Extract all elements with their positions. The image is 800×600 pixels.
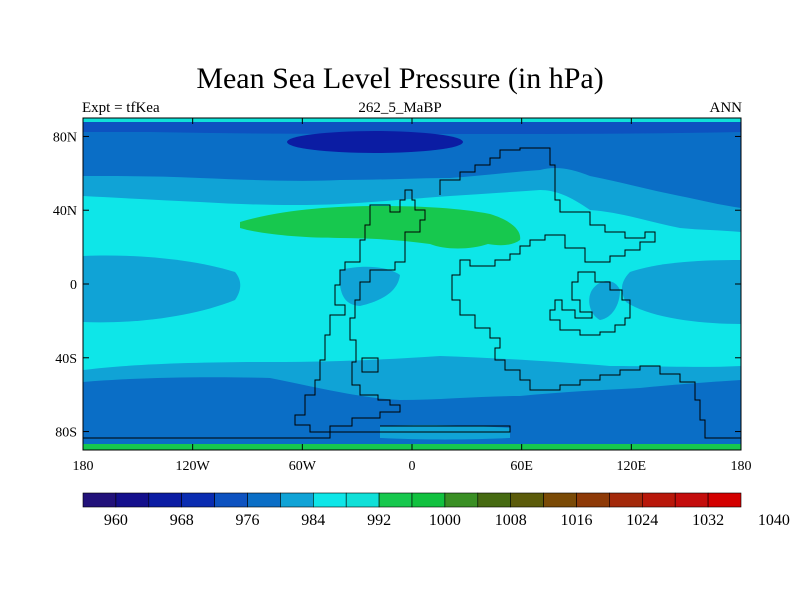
colorbar-swatch xyxy=(477,492,511,508)
colorbar-swatch xyxy=(148,492,183,508)
coastline-outline xyxy=(83,147,741,439)
y-tick-label: 80N xyxy=(53,130,77,145)
colorbar-swatch xyxy=(345,492,380,508)
colorbar-swatch xyxy=(543,492,577,508)
y-tick-label: 80S xyxy=(55,426,77,441)
colorbar-swatch xyxy=(214,492,248,508)
colorbar-swatch xyxy=(378,492,413,508)
colorbar-label: 1016 xyxy=(561,512,593,529)
colorbar-swatch xyxy=(411,492,446,508)
map-axes: 180 120W 60W 0 60E 120E 180 80N 40N 0 40S 80S xyxy=(53,118,752,474)
colorbar-label: 1000 xyxy=(429,512,461,529)
field-984-north xyxy=(83,118,741,208)
map-title: Mean Sea Level Pressure (in hPa) xyxy=(196,62,604,95)
colorbar-swatch xyxy=(280,492,314,508)
colorbar-swatch xyxy=(609,492,643,508)
colorbar-label: 968 xyxy=(170,512,194,529)
pressure-field xyxy=(83,118,741,450)
x-tick-label: 60W xyxy=(289,459,317,474)
field-992-africa xyxy=(339,266,400,306)
x-tick-label: 180 xyxy=(73,459,94,474)
y-tick-label: 40N xyxy=(53,204,77,219)
y-tick-label: 0 xyxy=(70,278,77,293)
colorbar-swatch xyxy=(641,492,676,508)
colorbar-label: 992 xyxy=(367,512,391,529)
colorbar-label: 1040 xyxy=(758,512,790,529)
x-tick-label: 120E xyxy=(617,459,647,474)
y-tick-label: 40S xyxy=(55,352,77,367)
x-tick-label: 0 xyxy=(409,459,416,474)
season-label: ANN xyxy=(709,100,743,116)
colorbar-swatch xyxy=(674,492,709,508)
field-992-tropical-west xyxy=(83,255,241,323)
colorbar-swatch xyxy=(576,492,610,508)
colorbar: 960 968 976 984 992 1000 1008 1016 1024 1032 1040 xyxy=(82,492,790,529)
x-tick-label: 120W xyxy=(176,459,211,474)
colorbar-swatch xyxy=(312,492,347,508)
field-992-tropical-east xyxy=(621,260,741,324)
colorbar-label: 960 xyxy=(104,512,128,529)
colorbar-swatch xyxy=(82,492,117,508)
x-tick-label: 180 xyxy=(731,459,752,474)
colorbar-label: 976 xyxy=(236,512,260,529)
colorbar-label: 1024 xyxy=(626,512,658,529)
colorbar-swatch xyxy=(115,492,150,508)
age-label: 262_5_MaBP xyxy=(358,100,442,116)
colorbar-label: 1032 xyxy=(692,512,724,529)
colorbar-label: 1008 xyxy=(495,512,527,529)
field-low-north xyxy=(287,131,463,153)
field-984-south xyxy=(83,377,741,450)
colorbar-swatch xyxy=(510,492,544,508)
field-1008-high xyxy=(240,206,521,249)
x-tick-label: 60E xyxy=(510,459,533,474)
colorbar-label: 984 xyxy=(301,512,325,529)
colorbar-swatch xyxy=(247,492,281,508)
colorbar-swatch xyxy=(707,492,742,508)
colorbar-swatch xyxy=(444,492,479,508)
experiment-label: Expt = tfKea xyxy=(82,100,160,116)
colorbar-swatch xyxy=(181,492,215,508)
field-992-east-gyre xyxy=(589,281,620,320)
